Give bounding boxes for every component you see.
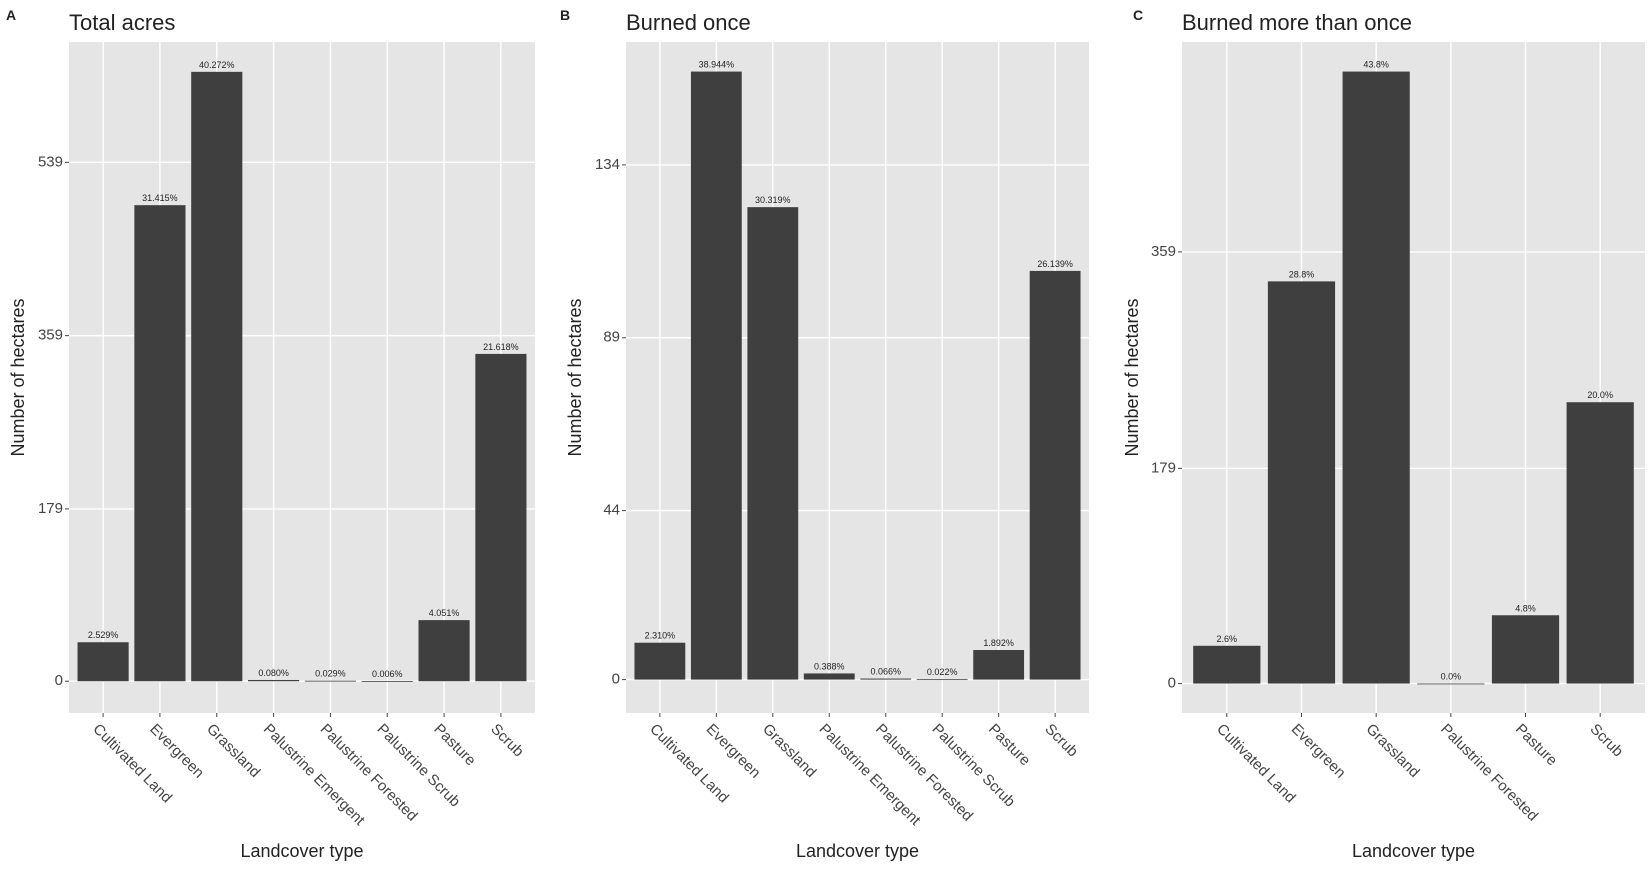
- y-tick-label: 179: [38, 500, 63, 517]
- x-tick-label: Pasture: [985, 721, 1034, 770]
- bar-label: 28.8%: [1289, 269, 1315, 279]
- x-tick-label: Pasture: [430, 721, 479, 770]
- panel-letter: A: [6, 7, 16, 23]
- panel-letter: B: [560, 7, 570, 23]
- y-axis-title: Number of hectares: [8, 298, 28, 456]
- x-tick-label: Evergreen: [1288, 721, 1349, 782]
- bar: [1566, 402, 1634, 684]
- bar-label: 2.529%: [88, 630, 119, 640]
- x-tick-label: Palustrine Emergent: [260, 721, 369, 830]
- y-axis-title: Number of hectares: [1122, 298, 1142, 456]
- x-tick-label: Grassland: [759, 721, 819, 781]
- bar-label: 2.310%: [645, 631, 676, 641]
- x-tick-label: Cultivated Land: [1213, 721, 1299, 807]
- bar-label: 38.944%: [699, 60, 735, 70]
- x-tick-label: Palustrine Emergent: [816, 721, 925, 830]
- y-tick-label: 359: [1151, 243, 1176, 260]
- bar: [1342, 71, 1410, 684]
- bar: [860, 678, 912, 680]
- x-tick-label: Scrub: [1041, 721, 1081, 761]
- bar-label: 4.8%: [1515, 603, 1536, 613]
- x-tick-label: Palustrine Forested: [317, 721, 421, 825]
- bar: [1491, 615, 1560, 684]
- bar: [916, 679, 968, 681]
- chart-title: Total acres: [69, 10, 175, 35]
- bar-label: 26.139%: [1037, 259, 1073, 269]
- panel-letter: C: [1133, 7, 1143, 23]
- x-tick-label: Evergreen: [146, 721, 207, 782]
- bar: [803, 673, 855, 680]
- bar: [248, 679, 300, 682]
- bar-label: 1.892%: [983, 638, 1014, 648]
- bar: [634, 642, 686, 680]
- bar: [1417, 683, 1485, 685]
- x-tick-label: Scrub: [487, 721, 527, 761]
- bar-label: 0.080%: [258, 668, 289, 678]
- x-tick-label: Palustrine Forested: [872, 721, 976, 825]
- y-tick-label: 179: [1151, 459, 1176, 476]
- bar-label: 0.066%: [870, 667, 901, 677]
- bar: [418, 620, 470, 682]
- bar: [1267, 281, 1336, 684]
- bar-label: 43.8%: [1363, 60, 1389, 70]
- bar-label: 0.0%: [1441, 672, 1462, 682]
- x-tick-label: Scrub: [1587, 721, 1627, 761]
- bar-label: 40.272%: [199, 60, 235, 70]
- x-axis-title: Landcover type: [796, 841, 919, 861]
- chart-title: Burned once: [626, 10, 751, 35]
- bar: [304, 680, 356, 682]
- x-tick-label: Evergreen: [703, 721, 764, 782]
- y-tick-label: 44: [603, 502, 620, 519]
- bar-label: 20.0%: [1587, 390, 1613, 400]
- bar-label: 0.022%: [927, 667, 958, 677]
- bar: [973, 650, 1025, 680]
- bar-label: 4.051%: [429, 608, 460, 618]
- x-tick-label: Pasture: [1512, 721, 1561, 770]
- bar-label: 2.6%: [1217, 634, 1238, 644]
- bar-label: 0.029%: [315, 669, 346, 679]
- bar: [747, 207, 799, 680]
- bar: [475, 353, 527, 682]
- y-tick-label: 89: [603, 329, 620, 346]
- y-tick-label: 0: [55, 672, 63, 689]
- y-tick-label: 359: [38, 327, 63, 344]
- x-tick-label: Grassland: [1363, 721, 1423, 781]
- y-tick-label: 539: [38, 153, 63, 170]
- bar: [77, 642, 129, 682]
- bar: [191, 71, 243, 682]
- bar: [1193, 645, 1261, 684]
- x-axis-title: Landcover type: [240, 841, 363, 861]
- y-tick-label: 134: [595, 156, 620, 173]
- bar: [1029, 270, 1081, 680]
- bar: [361, 681, 413, 682]
- bar-label: 0.006%: [372, 669, 403, 679]
- y-tick-label: 0: [1168, 675, 1176, 692]
- bar-label: 0.388%: [814, 661, 845, 671]
- bar-label: 21.618%: [483, 342, 519, 352]
- bar-label: 30.319%: [755, 195, 791, 205]
- y-tick-label: 0: [612, 671, 620, 688]
- bar: [134, 205, 186, 682]
- bar: [690, 71, 742, 680]
- x-tick-label: Grassland: [203, 721, 263, 781]
- y-axis-title: Number of hectares: [565, 298, 585, 456]
- bar-label: 31.415%: [142, 193, 178, 203]
- chart-title: Burned more than once: [1182, 10, 1412, 35]
- x-axis-title: Landcover type: [1352, 841, 1475, 861]
